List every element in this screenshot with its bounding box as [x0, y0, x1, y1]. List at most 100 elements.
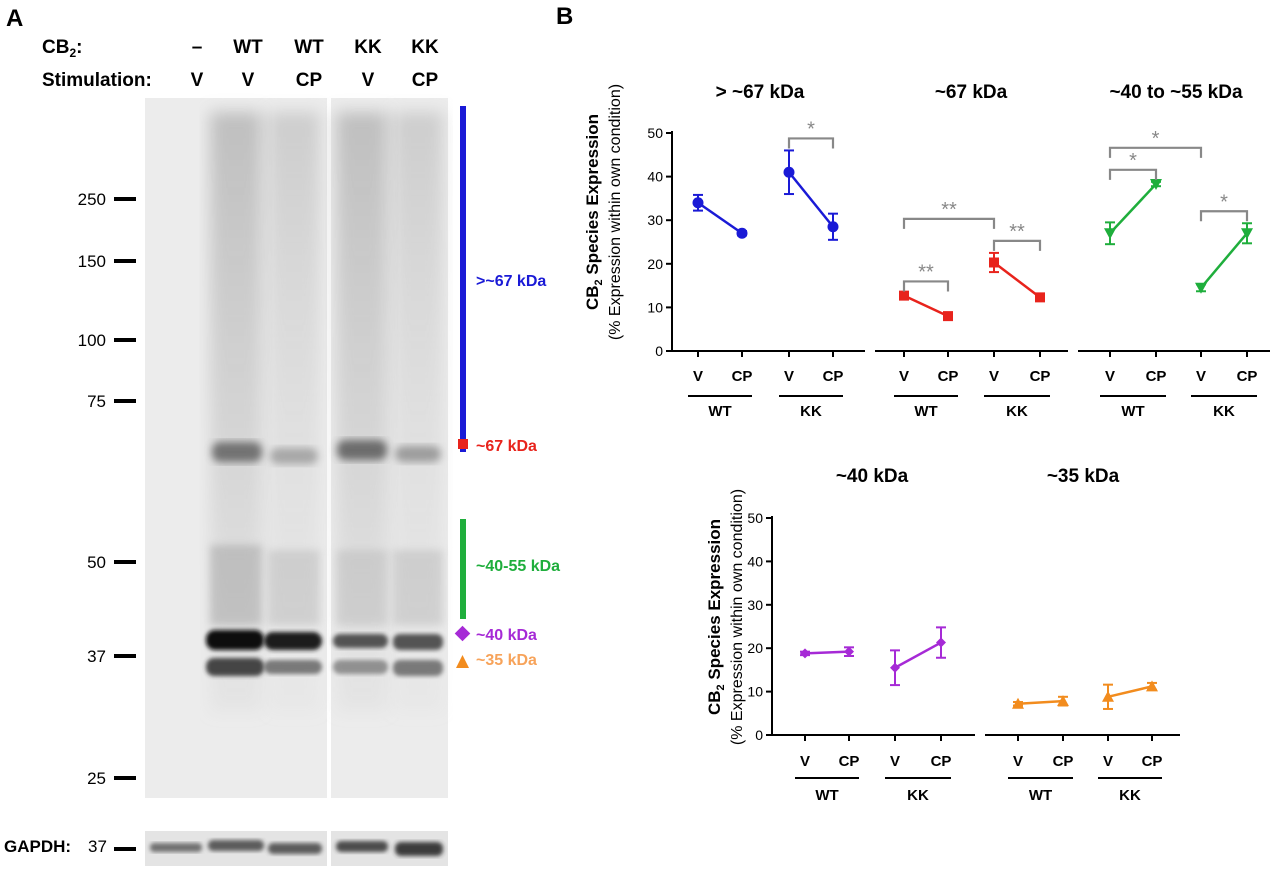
x-tick-label: CP — [1142, 753, 1163, 770]
svg-text:CB2 Species Expression: CB2 Species Expression — [583, 114, 605, 310]
marker-label: 100 — [78, 331, 106, 350]
data-point — [1241, 228, 1253, 240]
lane-cb2-label: WT — [233, 37, 263, 58]
data-point — [1104, 228, 1116, 240]
triangle-marker-icon — [456, 655, 469, 668]
species-bar-high — [460, 106, 466, 452]
significance-label: * — [1220, 191, 1228, 213]
square-marker-icon — [458, 439, 468, 449]
marker-tick — [114, 560, 136, 564]
x-tick-label: V — [989, 368, 999, 385]
series-line — [993, 261, 1041, 299]
x-tick-label: CP — [938, 368, 959, 385]
diamond-marker-icon — [454, 625, 471, 642]
lane-stim-label: CP — [412, 70, 439, 91]
x-tick-label: V — [1013, 753, 1023, 770]
marker-label: 37 — [87, 647, 106, 666]
svg-text:(% Expression within own condi: (% Expression within own condition) — [729, 489, 746, 745]
significance-label: ** — [1009, 221, 1025, 243]
group-label: WT — [1029, 787, 1052, 804]
y-tick-label: 0 — [655, 343, 663, 359]
y-tick-label: 50 — [747, 510, 763, 526]
lane-stim-label: V — [242, 70, 255, 91]
molecular-weight-markers: 250 150 100 75 50 37 25 — [78, 190, 136, 788]
lane-cb2-label: KK — [411, 37, 439, 58]
species-bar-40-55 — [460, 519, 466, 619]
significance-bracket — [992, 239, 1042, 251]
data-point — [1195, 282, 1207, 294]
marker-tick — [114, 259, 136, 263]
chart-title: ~40 kDa — [836, 466, 909, 487]
series-line — [1109, 183, 1157, 235]
significance-bracket — [902, 280, 950, 292]
group-label: KK — [800, 403, 822, 420]
x-tick-label: V — [1105, 368, 1115, 385]
series-line — [804, 650, 850, 655]
chart-title: ~35 kDa — [1047, 466, 1120, 487]
significance-bracket — [1108, 146, 1203, 158]
y-tick-label: 10 — [747, 684, 763, 700]
data-point — [844, 646, 854, 657]
x-tick-label: CP — [839, 753, 860, 770]
series-line — [1200, 232, 1248, 289]
significance-bracket — [1199, 210, 1249, 222]
x-tick-label: V — [899, 368, 909, 385]
marker-tick — [114, 197, 136, 201]
data-point — [736, 227, 748, 239]
lane-stim-label: V — [362, 70, 375, 91]
lane-stim-label: CP — [296, 70, 323, 91]
lane-stim-label: V — [191, 70, 204, 91]
species-label-40-55: ~40-55 kDa — [476, 558, 560, 575]
marker-label: 50 — [87, 553, 106, 572]
group-label: KK — [1119, 787, 1141, 804]
cb2-row-label: CB2: — [42, 37, 82, 60]
significance-bracket — [787, 137, 835, 149]
data-point — [936, 637, 946, 648]
marker-tick — [114, 338, 136, 342]
series-line — [697, 201, 743, 235]
chart-title: ~67 kDa — [935, 82, 1008, 103]
y-tick-label: 0 — [755, 727, 763, 743]
gapdh-marker: 37 — [88, 837, 107, 856]
chart-panel: > ~67 kDa 0 10 20 30 40 50 V CP V CP WT KK * — [647, 82, 865, 420]
lane-cb2-label: – — [192, 37, 203, 58]
x-tick-label: V — [784, 368, 794, 385]
y-tick-label: 30 — [647, 212, 663, 228]
panel-label-a: A — [6, 5, 23, 32]
marker-tick — [114, 399, 136, 403]
y-tick-label: 40 — [747, 553, 763, 569]
data-point — [1035, 292, 1045, 303]
y-tick-label: 20 — [647, 256, 663, 272]
x-tick-label: CP — [1030, 368, 1051, 385]
x-tick-label: V — [800, 753, 810, 770]
marker-label: 150 — [78, 252, 106, 271]
chart-panel: ~40 to ~55 kDa V CP V CP WT KK * * * — [1078, 82, 1270, 420]
group-label: WT — [914, 403, 937, 420]
x-tick-label: CP — [732, 368, 753, 385]
species-label-35: ~35 kDa — [476, 652, 537, 669]
western-blot-main — [145, 98, 448, 798]
group-label: WT — [815, 787, 838, 804]
significance-label: ** — [918, 261, 934, 283]
group-label: KK — [1213, 403, 1235, 420]
panel-label-b: B — [556, 3, 573, 30]
significance-label: * — [807, 118, 815, 140]
marker-tick — [114, 776, 136, 780]
data-point — [943, 311, 953, 322]
series-line — [894, 641, 942, 669]
gapdh-blot: GAPDH: 37 — [4, 831, 448, 866]
series-line — [788, 171, 834, 228]
y-tick-label: 10 — [647, 299, 663, 315]
significance-label: * — [1129, 150, 1137, 172]
series-line — [903, 294, 949, 318]
y-tick-label: 50 — [647, 125, 663, 141]
y-tick-label: 20 — [747, 640, 763, 656]
x-tick-label: V — [693, 368, 703, 385]
significance-bracket — [1108, 168, 1158, 180]
svg-text:(% Expression within own condi: (% Expression within own condition) — [607, 84, 624, 340]
data-point — [989, 257, 999, 268]
data-point — [827, 221, 839, 233]
